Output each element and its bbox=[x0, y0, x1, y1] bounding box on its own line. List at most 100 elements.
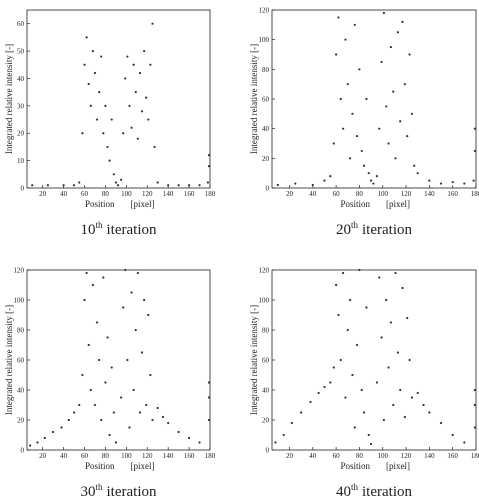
data-point bbox=[95, 118, 99, 121]
y-tick-label: 60 bbox=[262, 357, 270, 365]
data-point bbox=[151, 22, 154, 25]
x-tick-label: 120 bbox=[142, 452, 153, 460]
data-point bbox=[177, 184, 180, 187]
data-point bbox=[207, 381, 211, 384]
data-point bbox=[439, 421, 443, 425]
x-tick-label: 140 bbox=[424, 452, 435, 460]
data-point bbox=[124, 77, 127, 80]
data-point bbox=[126, 358, 129, 362]
data-point bbox=[408, 53, 411, 56]
x-axis-label: Position bbox=[85, 199, 115, 209]
data-point bbox=[102, 132, 105, 135]
data-point bbox=[342, 127, 345, 130]
data-point bbox=[353, 426, 356, 429]
data-point bbox=[473, 149, 476, 153]
x-tick-label: 180 bbox=[471, 190, 479, 198]
data-point bbox=[473, 403, 476, 407]
data-point bbox=[323, 179, 326, 182]
y-tick-label: 120 bbox=[14, 267, 25, 275]
data-point bbox=[207, 418, 211, 422]
data-point bbox=[89, 388, 92, 392]
x-tick-label: 160 bbox=[447, 452, 458, 460]
data-point bbox=[206, 181, 210, 184]
data-point bbox=[378, 276, 381, 279]
caption-text: iteration bbox=[107, 484, 157, 500]
data-point bbox=[380, 336, 383, 339]
data-point bbox=[346, 328, 349, 332]
data-point bbox=[140, 351, 144, 354]
caption-suffix: th bbox=[351, 220, 359, 230]
data-point bbox=[416, 172, 419, 175]
data-point bbox=[83, 298, 86, 302]
y-tick-label: 80 bbox=[17, 327, 25, 335]
data-point bbox=[72, 411, 76, 414]
y-tick-label: 20 bbox=[262, 417, 270, 425]
data-point bbox=[311, 183, 314, 187]
caption: 20th iteration bbox=[336, 220, 412, 238]
caption-number: 20 bbox=[336, 222, 351, 238]
data-point bbox=[29, 444, 32, 447]
data-point bbox=[120, 178, 123, 181]
y-tick-label: 120 bbox=[259, 7, 270, 15]
y-tick-label: 60 bbox=[17, 357, 25, 365]
data-point bbox=[91, 49, 94, 53]
data-point bbox=[104, 104, 107, 107]
data-point bbox=[351, 112, 354, 115]
x-axis-label: Position bbox=[340, 199, 370, 209]
data-point bbox=[375, 175, 379, 178]
y-tick-label: 120 bbox=[259, 267, 270, 275]
x-tick-label: 20 bbox=[286, 452, 294, 460]
y-axis-label: Integrated relative intensity [-] bbox=[4, 44, 14, 154]
data-point bbox=[122, 306, 125, 309]
data-point bbox=[332, 142, 335, 145]
data-point bbox=[337, 313, 340, 317]
x-tick-label: 120 bbox=[401, 452, 412, 460]
data-point bbox=[451, 180, 454, 184]
data-point bbox=[62, 184, 65, 187]
x-tick-label: 140 bbox=[163, 452, 174, 460]
data-point bbox=[114, 181, 117, 184]
data-point bbox=[100, 55, 103, 58]
data-point bbox=[344, 38, 347, 41]
data-point bbox=[153, 145, 156, 149]
data-point bbox=[339, 358, 342, 362]
y-axis-label: Integrated relative intensity [-] bbox=[249, 44, 259, 154]
data-point bbox=[100, 418, 103, 422]
x-tick-label: 60 bbox=[333, 452, 341, 460]
y-tick-label: 100 bbox=[259, 297, 270, 305]
data-point bbox=[428, 411, 431, 414]
data-point bbox=[332, 366, 335, 369]
x-tick-label: 80 bbox=[356, 452, 364, 460]
data-point bbox=[130, 126, 133, 129]
data-point bbox=[132, 63, 135, 66]
data-point bbox=[387, 366, 390, 369]
data-point bbox=[114, 441, 117, 444]
y-tick-label: 50 bbox=[17, 48, 25, 56]
plot-frame bbox=[271, 9, 477, 189]
x-axis-unit: [pixel] bbox=[386, 199, 410, 209]
caption-number: 30 bbox=[81, 484, 96, 500]
y-tick-label: 100 bbox=[259, 36, 270, 44]
data-point bbox=[369, 179, 373, 182]
data-point bbox=[134, 328, 137, 332]
x-tick-label: 20 bbox=[39, 190, 47, 198]
y-tick-label: 20 bbox=[17, 417, 25, 425]
data-point bbox=[52, 430, 55, 434]
x-tick-label: 60 bbox=[81, 190, 89, 198]
y-tick-label: 0 bbox=[266, 447, 270, 455]
data-point bbox=[342, 271, 345, 275]
data-point bbox=[387, 142, 390, 145]
x-tick-label: 60 bbox=[333, 190, 341, 198]
caption-number: 10 bbox=[81, 222, 96, 238]
data-point bbox=[108, 159, 111, 162]
x-tick-label: 160 bbox=[184, 190, 195, 198]
data-point bbox=[473, 127, 476, 130]
data-point bbox=[358, 68, 361, 71]
data-point bbox=[382, 11, 386, 15]
data-point bbox=[124, 268, 127, 272]
data-point bbox=[385, 105, 388, 108]
data-point bbox=[143, 49, 146, 53]
data-point bbox=[108, 433, 111, 437]
data-point bbox=[156, 181, 159, 184]
